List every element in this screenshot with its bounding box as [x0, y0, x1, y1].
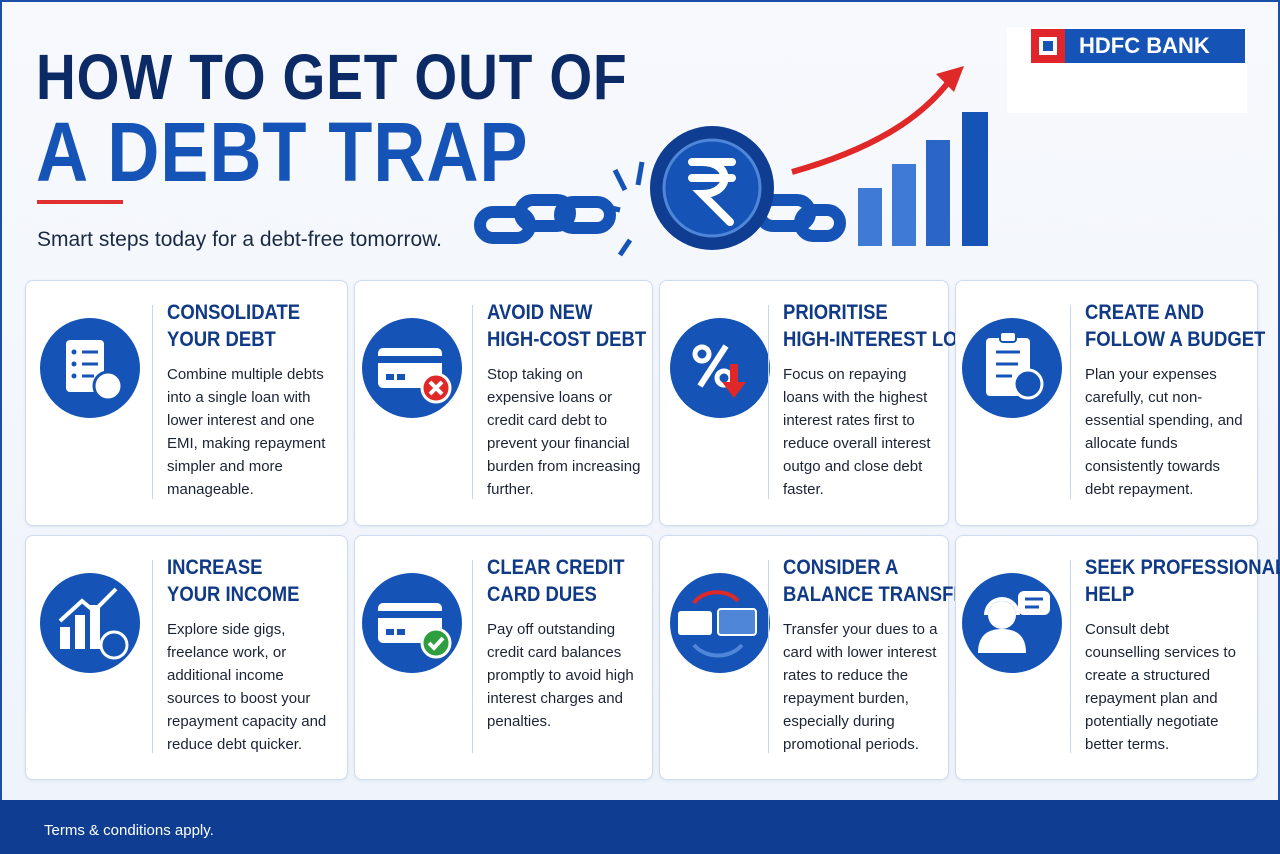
separator	[152, 560, 153, 753]
separator	[472, 305, 473, 499]
title-line: A DEBT TRAP	[36, 105, 529, 199]
footer-note: Terms & conditions apply.	[44, 822, 214, 839]
card-title: YOUR DEBT	[167, 328, 276, 351]
card-text: Combine multiple debts into a single loa…	[167, 366, 326, 498]
subtitle: Smart steps today for a debt-free tomorr…	[37, 228, 443, 251]
card-title: HELP	[1085, 583, 1135, 606]
accent-rule	[37, 200, 123, 204]
separator	[768, 560, 769, 753]
logo-text: HDFC BANK	[1065, 29, 1245, 63]
card-title: HIGH-INTEREST LOANS	[783, 328, 997, 351]
card-title: HIGH-COST DEBT	[487, 328, 647, 351]
card-text: Stop taking on expensive loans or credit…	[487, 366, 641, 498]
illustration	[474, 66, 988, 257]
card-title: BALANCE TRANSFER	[783, 583, 980, 606]
card-title: INCREASE	[167, 556, 263, 579]
card-text: Plan your expenses carefully, cut non-es…	[1085, 366, 1243, 498]
card-text: Consult debt counselling services to cre…	[1085, 621, 1236, 753]
card-icon	[962, 318, 1062, 418]
card-icon	[670, 318, 770, 418]
card-title: CONSIDER A	[783, 556, 899, 579]
card-title: PRIORITISE	[783, 301, 888, 324]
card-text: Pay off outstanding credit card balances…	[487, 621, 634, 730]
card-title: FOLLOW A BUDGET	[1085, 328, 1266, 351]
separator	[1070, 560, 1071, 753]
card-icon	[362, 573, 462, 673]
card-icon	[362, 318, 462, 418]
card-icon	[40, 573, 140, 673]
card-title: CONSOLIDATE	[167, 301, 301, 324]
logo-mark	[1031, 29, 1065, 63]
card-text: Transfer your dues to a card with lower …	[783, 621, 938, 753]
card-title: AVOID NEW	[487, 301, 593, 324]
title-line: HOW TO GET OUT OF	[36, 41, 628, 113]
logo: HDFC BANK	[1007, 27, 1247, 113]
separator	[152, 305, 153, 499]
card-text: Focus on repaying loans with the highest…	[783, 366, 931, 498]
card-icon	[40, 318, 140, 418]
card-title: SEEK PROFESSIONAL	[1085, 556, 1280, 579]
card-icon	[962, 573, 1062, 673]
footer	[0, 800, 1280, 854]
card-title: YOUR INCOME	[167, 583, 300, 606]
separator	[1070, 305, 1071, 499]
card-title: CLEAR CREDIT	[487, 556, 625, 579]
separator	[768, 305, 769, 499]
card-text: Explore side gigs, freelance work, or ad…	[167, 621, 327, 753]
card-title: CREATE AND	[1085, 301, 1205, 324]
card-icon	[670, 573, 770, 673]
separator	[472, 560, 473, 753]
card-title: CARD DUES	[487, 583, 597, 606]
